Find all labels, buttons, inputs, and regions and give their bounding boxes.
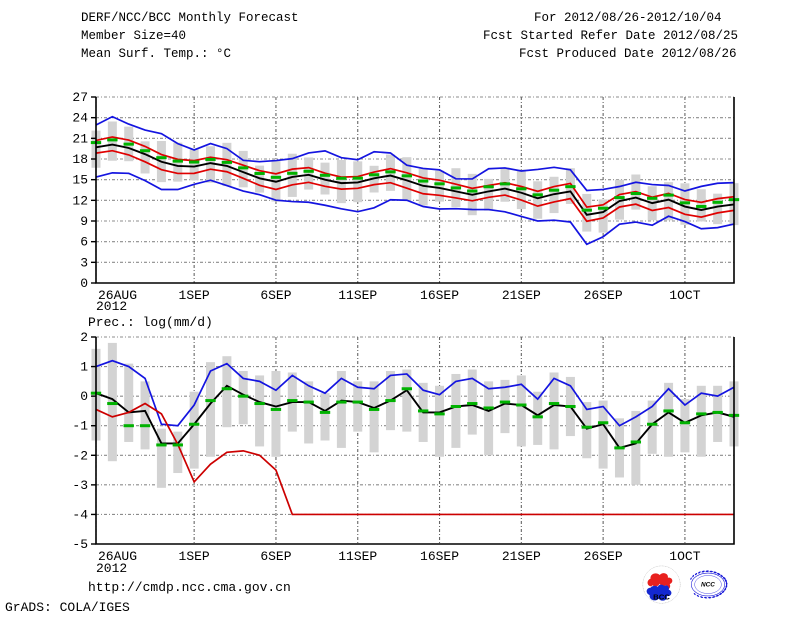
svg-text:12: 12 <box>72 193 88 208</box>
svg-text:21SEP: 21SEP <box>502 549 541 564</box>
svg-text:27: 27 <box>72 90 88 105</box>
svg-text:0: 0 <box>80 276 88 291</box>
svg-text:BCC: BCC <box>653 593 670 602</box>
svg-text:24: 24 <box>72 111 88 126</box>
svg-text:6SEP: 6SEP <box>260 288 291 303</box>
svg-text:9: 9 <box>80 214 88 229</box>
svg-text:-1: -1 <box>72 419 88 434</box>
svg-text:11SEP: 11SEP <box>338 288 377 303</box>
svg-text:-2: -2 <box>72 448 88 463</box>
svg-text:16SEP: 16SEP <box>420 549 459 564</box>
svg-text:1OCT: 1OCT <box>669 288 700 303</box>
svg-text:6SEP: 6SEP <box>260 549 291 564</box>
svg-text:0: 0 <box>80 389 88 404</box>
svg-text:26SEP: 26SEP <box>584 549 623 564</box>
svg-text:-5: -5 <box>72 537 88 552</box>
svg-text:-3: -3 <box>72 478 88 493</box>
svg-text:11SEP: 11SEP <box>338 549 377 564</box>
svg-text:26SEP: 26SEP <box>584 288 623 303</box>
svg-text:1: 1 <box>80 360 88 375</box>
svg-text:16SEP: 16SEP <box>420 288 459 303</box>
svg-text:1OCT: 1OCT <box>669 549 700 564</box>
svg-text:NCC: NCC <box>701 582 715 589</box>
svg-text:2: 2 <box>80 330 88 345</box>
svg-text:15: 15 <box>72 173 88 188</box>
svg-text:1SEP: 1SEP <box>179 288 210 303</box>
svg-text:18: 18 <box>72 152 88 167</box>
svg-text:21SEP: 21SEP <box>502 288 541 303</box>
svg-text:-4: -4 <box>72 507 88 522</box>
svg-text:1SEP: 1SEP <box>179 549 210 564</box>
svg-text:21: 21 <box>72 131 88 146</box>
svg-text:3: 3 <box>80 255 88 270</box>
svg-text:6: 6 <box>80 235 88 250</box>
